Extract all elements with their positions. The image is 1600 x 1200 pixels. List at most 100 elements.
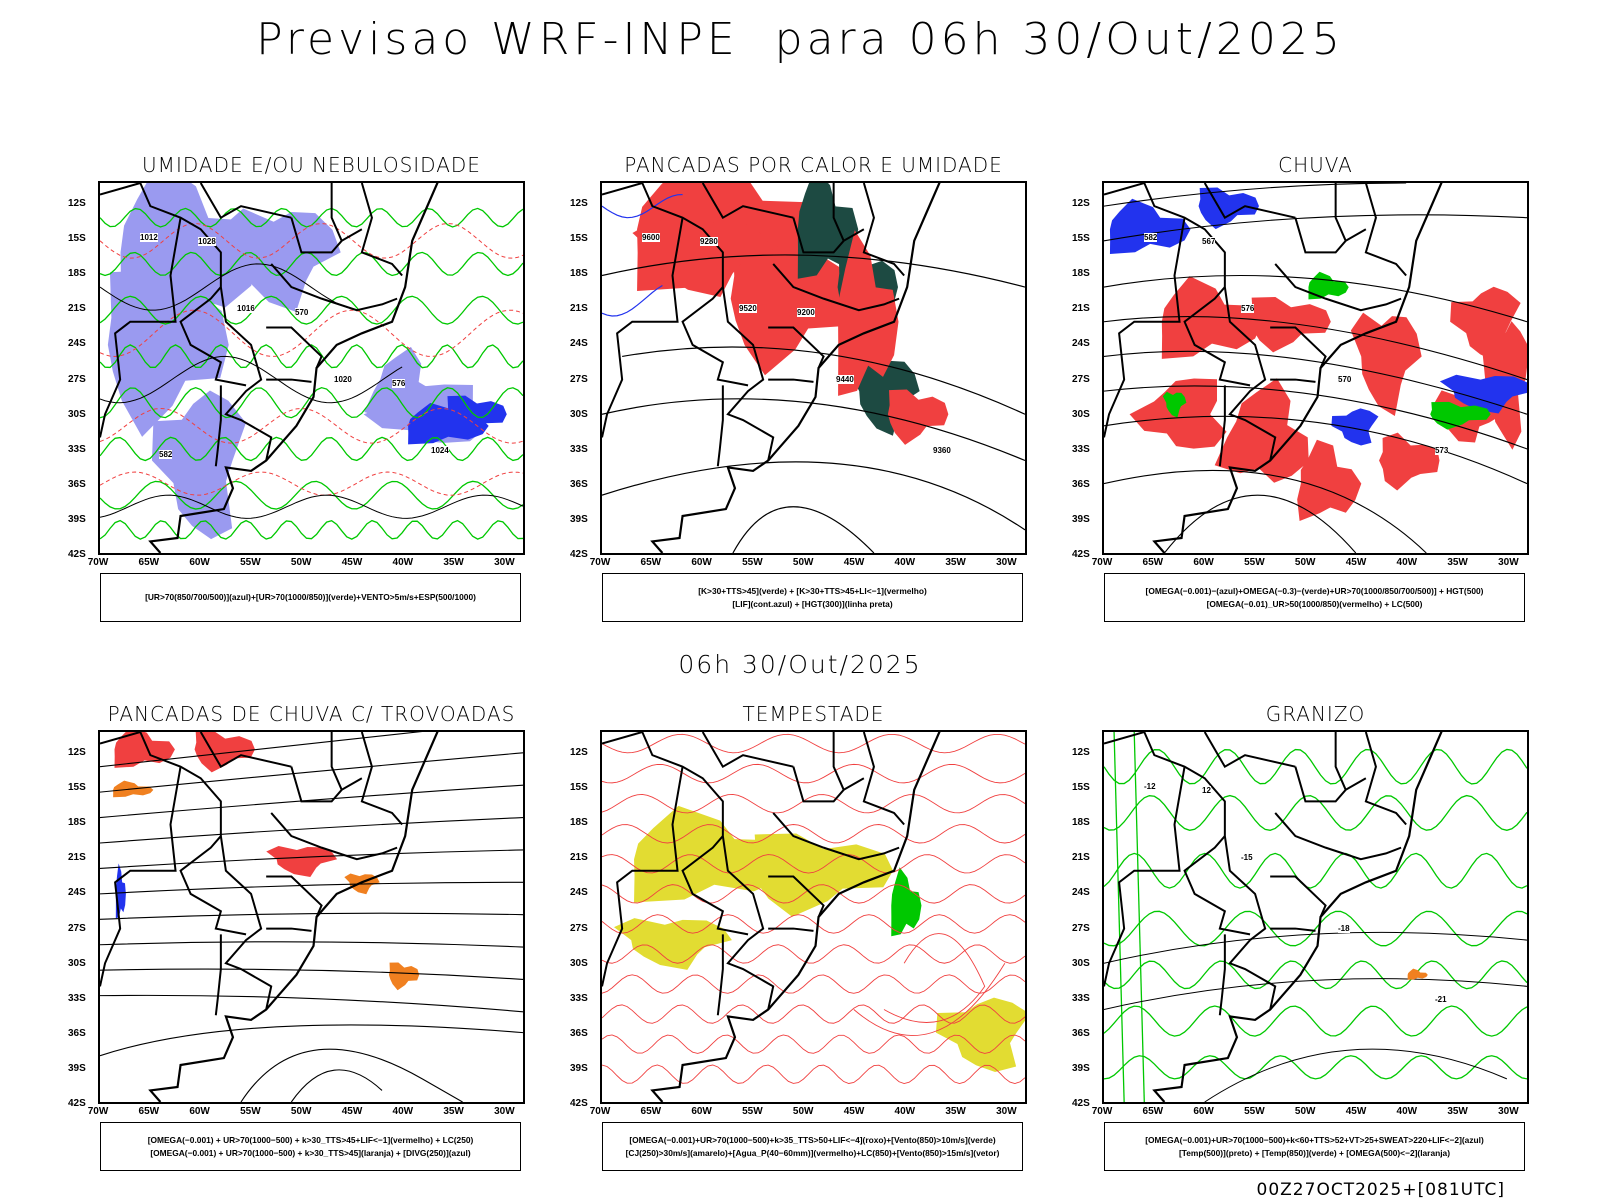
lat-tick-label: 36S [570, 478, 588, 490]
temp850-contour [1104, 1056, 1527, 1079]
lat-tick-label: 30S [1072, 957, 1090, 969]
lon-tick-label: 45W [843, 1106, 865, 1117]
contour-label: -12 [1144, 782, 1156, 791]
lon-tick-label: 50W [290, 557, 312, 568]
lat-tick-label: 12S [570, 747, 588, 758]
lon-tick-label: 35W [1447, 1106, 1468, 1117]
streamline [100, 753, 523, 792]
temp850-contour [1134, 732, 1144, 1102]
border-line [1104, 767, 1185, 987]
map-canvas [1104, 732, 1527, 1102]
border-line [266, 929, 311, 931]
unstable-area [838, 230, 899, 396]
lon-tick-label: 60W [691, 1106, 712, 1117]
lon-tick-label: 30W [996, 557, 1017, 568]
lat-tick-label: 21S [570, 852, 588, 864]
contour-label: -21 [1435, 995, 1447, 1004]
lon-tick-label: 70W [87, 557, 109, 568]
border-line [266, 877, 321, 917]
lon-tick-label: 60W [189, 557, 210, 568]
lat-tick-label: 24S [1072, 338, 1090, 350]
lon-tick-label: 60W [189, 1106, 210, 1117]
contour-label: 1024 [431, 446, 449, 455]
panel-title: PANCADAS DE CHUVA C/ TROVOADAS [107, 702, 516, 726]
lon-tick-label: 35W [443, 1106, 464, 1117]
lat-tick-label: 39S [1072, 1062, 1090, 1074]
panel-title: UMIDADE E/OU NEBULOSIDADE [142, 153, 481, 177]
border-line [718, 934, 723, 1015]
isobar [100, 356, 402, 402]
legend-line: [OMEGA(−0.01)_UR>50(1000/850)(vermelho) … [1206, 598, 1423, 609]
border-line [793, 767, 864, 802]
unstable-area [887, 389, 949, 445]
unstable-area [730, 236, 852, 376]
lat-tick-label: 42S [570, 1098, 588, 1109]
lon-tick-label: 40W [1396, 557, 1418, 568]
lon-tick-label: 30W [494, 557, 515, 568]
streamline [100, 732, 523, 767]
lat-tick-label: 42S [1072, 1098, 1090, 1109]
temp850-contour [1104, 911, 1527, 945]
streamline [602, 825, 1025, 844]
lon-tick-label: 40W [392, 557, 414, 568]
isobar [100, 495, 523, 518]
border-line [683, 287, 748, 385]
border-line [683, 836, 748, 934]
lat-tick-label: 42S [68, 549, 86, 560]
humidity-mid-area [151, 390, 246, 540]
lat-tick-label: 36S [570, 1027, 588, 1039]
contour-label: 9440 [836, 375, 854, 384]
border-line [1104, 732, 1275, 1010]
border-line [768, 929, 813, 931]
thickness-contour [100, 408, 523, 443]
lat-tick-label: 15S [570, 782, 588, 794]
hgt-contour [733, 507, 874, 553]
border-line [1185, 836, 1250, 934]
lon-tick-label: 70W [1091, 557, 1113, 568]
streamline [100, 969, 523, 979]
border-line [1270, 877, 1325, 917]
lat-tick-label: 30S [68, 408, 86, 420]
border-line [181, 287, 246, 385]
omega-area [1331, 408, 1379, 446]
temp500-contour [1104, 932, 1527, 963]
lat-tick-label: 24S [1072, 887, 1090, 899]
lon-tick-label: 40W [1396, 1106, 1418, 1117]
map-thunderstorm-showers [98, 730, 525, 1104]
lon-tick-label: 60W [691, 557, 712, 568]
lon-tick-label: 35W [1447, 557, 1468, 568]
coastline [150, 183, 442, 553]
lon-tick-label: 45W [341, 1106, 363, 1117]
border-line [703, 183, 794, 218]
lat-tick-label: 30S [570, 957, 588, 969]
lon-tick-label: 70W [589, 557, 611, 568]
lat-tick-label: 18S [68, 268, 86, 280]
streamline [884, 934, 985, 1023]
lat-tick-label: 18S [570, 817, 588, 829]
lon-tick-label: 50W [290, 1106, 312, 1117]
lat-tick-label: 21S [570, 303, 588, 315]
lat-tick-label: 27S [570, 922, 588, 934]
hgt-contour [1104, 416, 1527, 483]
border-line [1336, 732, 1346, 790]
border-line [602, 732, 773, 1010]
border-line [768, 877, 823, 917]
jet-stream-area [935, 997, 1025, 1072]
contour-label: 9200 [797, 308, 815, 317]
lon-tick-label: 45W [1345, 1106, 1367, 1117]
lat-tick-label: 36S [1072, 478, 1090, 490]
lon-tick-label: 65W [138, 1106, 160, 1117]
temp850-contour [1104, 1006, 1527, 1036]
hgt-contour [1104, 386, 1527, 449]
map-humidity-cloudiness: 1012 1016 1020 1024 1028 570 576 582 [98, 181, 525, 555]
isobar [100, 264, 352, 310]
panel-title: CHUVA [1278, 153, 1353, 177]
border-line [362, 183, 402, 276]
streamline [100, 882, 523, 894]
legend-box: [OMEGA(−0.001)+UR>70(1000−500)+k<60+TTS>… [1104, 1122, 1525, 1171]
contour-label: 582 [1144, 233, 1158, 242]
lon-tick-label: 65W [1142, 1106, 1164, 1117]
legend-line: [OMEGA(−0.001)−(azul)+OMEGA(−0.3)−(verde… [1145, 585, 1484, 596]
temp850-contour [1104, 853, 1527, 888]
coastline [1154, 183, 1446, 553]
